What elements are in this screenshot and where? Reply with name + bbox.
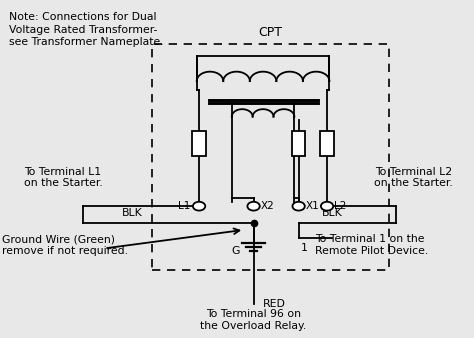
Bar: [292, 131, 305, 156]
Text: BLK: BLK: [321, 208, 342, 218]
Text: To Terminal L2
on the Starter.: To Terminal L2 on the Starter.: [374, 167, 453, 188]
Text: L1: L1: [178, 200, 191, 211]
Circle shape: [193, 202, 205, 211]
Text: To Terminal L1
on the Starter.: To Terminal L1 on the Starter.: [24, 167, 102, 188]
Text: Ground Wire (Green)
remove if not required.: Ground Wire (Green) remove if not requir…: [2, 234, 128, 256]
Bar: [192, 131, 206, 156]
Circle shape: [292, 202, 305, 211]
Circle shape: [247, 202, 260, 211]
Text: To Terminal 1 on the
Remote Pilot Device.: To Terminal 1 on the Remote Pilot Device…: [315, 234, 428, 256]
Bar: [152, 44, 389, 270]
Text: X1: X1: [306, 200, 319, 211]
Text: CPT: CPT: [258, 26, 282, 39]
Text: Note: Connections for Dual
Voltage Rated Transformer-
see Transformer Nameplate.: Note: Connections for Dual Voltage Rated…: [9, 12, 163, 47]
Text: G: G: [231, 246, 239, 256]
Text: L2: L2: [334, 200, 346, 211]
Text: X2: X2: [261, 200, 274, 211]
Bar: [320, 131, 334, 156]
Circle shape: [321, 202, 333, 211]
Text: RED: RED: [263, 299, 286, 309]
Text: To Terminal 96 on
the Overload Relay.: To Terminal 96 on the Overload Relay.: [201, 309, 307, 331]
Text: BLK: BLK: [122, 208, 143, 218]
Text: 1: 1: [301, 243, 308, 253]
